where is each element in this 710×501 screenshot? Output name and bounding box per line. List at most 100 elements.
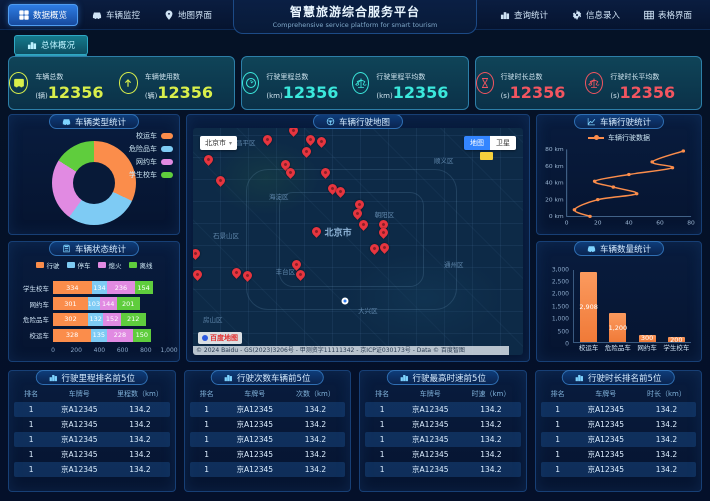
vehicle-map-pin[interactable] — [202, 152, 215, 166]
table-row[interactable]: 1 京A12345 134.2 — [189, 462, 345, 477]
map-mode-button[interactable]: 地图 — [464, 136, 490, 150]
vehicle-map-pin[interactable] — [260, 133, 274, 146]
bar-segment[interactable]: 334 — [53, 281, 92, 295]
bar-segment[interactable]: 144 — [99, 297, 117, 311]
nav-item-data-overview[interactable]: 数据概览 — [8, 3, 79, 26]
table-row[interactable]: 1 京A12345 134.2 — [541, 417, 697, 432]
vehicle-map-pin[interactable] — [287, 128, 301, 137]
bar-segment[interactable]: 212 — [120, 312, 146, 326]
panel-title-pill: 车辆状态统计 — [48, 241, 140, 256]
vehicle-map-pin[interactable] — [230, 266, 244, 279]
map-place-label: 海淀区 — [269, 193, 289, 202]
vehicle-map-pin[interactable] — [193, 268, 205, 282]
table-row[interactable]: 1 京A12345 134.2 — [14, 432, 170, 447]
legend-item[interactable]: 校运车 — [129, 131, 173, 141]
bar-segment[interactable]: 328 — [53, 328, 92, 342]
plate-cell: 京A12345 — [412, 420, 449, 429]
data-point[interactable] — [627, 172, 631, 177]
data-point[interactable] — [588, 214, 592, 219]
count-bar[interactable]: 2,908 校运车 — [579, 272, 598, 352]
table-row[interactable]: 1 京A12345 134.2 — [365, 432, 521, 447]
bar-segment[interactable]: 301 — [53, 297, 88, 311]
x-tick-label: 0 — [565, 221, 569, 227]
tab-overview[interactable]: 总体概况 — [14, 35, 89, 55]
vehicle-count-chart[interactable]: 0 500 1,000 1,500 2,000 2,500 3,000 2,908 校运车 1,2… — [545, 266, 693, 355]
map-attribution: © 2024 Baidu - GS(2023)3206号 - 甲测资字11111… — [193, 346, 509, 355]
nav-item-query-stats[interactable]: 查询统计 — [490, 5, 558, 25]
vehicle-map-pin[interactable] — [299, 145, 313, 159]
bar-segment[interactable]: 154 — [134, 281, 153, 295]
table-row[interactable]: 1 京A12345 134.2 — [541, 447, 697, 462]
table-row[interactable]: 1 京A12345 134.2 — [540, 432, 696, 447]
panel-title-pill: 行驶里程排名前5位 — [35, 370, 148, 385]
data-point[interactable] — [681, 149, 686, 153]
nav-item-info-entry[interactable]: 信息录入 — [562, 5, 630, 25]
data-point[interactable] — [572, 208, 577, 212]
data-point[interactable] — [592, 179, 597, 183]
table-row[interactable]: 1 京A12345 134.2 — [14, 462, 170, 477]
table-row[interactable]: 1 京A12345 134.2 — [365, 447, 521, 462]
legend-item[interactable]: 熄火 — [97, 260, 122, 270]
bar-segment[interactable]: 228 — [106, 328, 134, 342]
table-row[interactable]: 1 京A12345 134.2 — [365, 417, 521, 432]
vehicle-type-donut[interactable] — [52, 141, 136, 225]
table-row[interactable]: 1 京A12345 134.2 — [14, 447, 170, 462]
vehicle-map-pin[interactable] — [314, 135, 328, 149]
vehicle-status-chart[interactable]: 学生校车 334 134 236 154 网约车 301 103 144 201 危险品车 302 13… — [17, 280, 169, 343]
vehicle-map-pin[interactable] — [214, 174, 227, 188]
legend-item[interactable]: 离线 — [128, 260, 153, 270]
bar-track: 334 134 236 154 — [53, 281, 169, 295]
data-point[interactable] — [650, 160, 654, 164]
legend-item[interactable]: 危险品车 — [129, 144, 173, 154]
table-header: 排名 车牌号 时速（km） — [365, 387, 521, 402]
nav-item-vehicle-monitor[interactable]: 车辆监控 — [82, 5, 150, 25]
bar-segment[interactable]: 135 — [91, 328, 107, 342]
table-row[interactable]: 1 京A12345 134.2 — [189, 432, 345, 447]
data-point[interactable] — [670, 166, 675, 170]
bar-segment[interactable]: 152 — [103, 312, 121, 326]
line-legend[interactable]: 车辆行驶数据 — [537, 133, 701, 143]
bar-segment[interactable]: 302 — [53, 312, 89, 326]
vehicle-map-pin[interactable] — [193, 246, 203, 260]
table-row[interactable]: 1 京A12345 134.2 — [189, 402, 345, 417]
nav-item-map-view[interactable]: 地图界面 — [154, 5, 222, 25]
table-row[interactable]: 1 京A12345 134.2 — [190, 447, 346, 462]
data-point[interactable] — [634, 192, 639, 196]
count-bar[interactable]: 1,200 危险品车 — [605, 313, 631, 352]
table-row[interactable]: 1 京A12345 134.2 — [190, 417, 346, 432]
panel-title-pill: 车辆行驶统计 — [573, 114, 665, 129]
table-row[interactable]: 1 京A12345 134.2 — [14, 417, 170, 432]
rank-cell: 1 — [204, 435, 209, 444]
count-bar[interactable]: 200 学生校车 — [663, 336, 689, 352]
bar-segment[interactable]: 132 — [88, 312, 104, 326]
table-row[interactable]: 1 京A12345 134.2 — [365, 402, 521, 417]
traffic-toggle[interactable] — [480, 152, 493, 160]
legend-item[interactable]: 学生校车 — [129, 170, 173, 180]
table-row[interactable]: 1 京A12345 134.2 — [365, 462, 521, 477]
vehicle-map-pin[interactable] — [303, 133, 317, 146]
driving-line-chart[interactable]: 0 km 20 km 40 km 60 km 80 km 0 20 40 60 80 — [541, 143, 697, 230]
kpi-label: 行驶里程总数(km) — [266, 73, 309, 100]
satellite-mode-button[interactable]: 卫星 — [490, 136, 516, 150]
bar-segment[interactable]: 134 — [91, 281, 108, 295]
bar-segment[interactable]: 103 — [87, 297, 100, 311]
city-selector-dropdown[interactable]: 北京市 ▾ — [200, 136, 238, 150]
legend-item[interactable]: 停车 — [66, 260, 91, 270]
car-icon — [62, 117, 71, 126]
map-place-label: 北京市 — [324, 228, 352, 239]
data-point[interactable] — [595, 198, 600, 202]
data-point[interactable] — [611, 185, 616, 189]
line-series — [573, 150, 684, 218]
clipboard-icon — [62, 244, 71, 253]
nav-item-table-view[interactable]: 表格界面 — [634, 5, 702, 25]
map-canvas[interactable]: 昌平区 顺义区 海淀区 朝阳区 北京市 石景山区 丰台区 通州区 大兴区 房山区 北京市 ▾ 地图… — [193, 128, 523, 355]
bar-segment[interactable]: 150 — [133, 328, 151, 342]
table-row[interactable]: 1 京A12345 134.2 — [540, 402, 696, 417]
count-bar[interactable]: 300 网约车 — [637, 334, 657, 352]
legend-item[interactable]: 网约车 — [129, 157, 173, 167]
bar-segment[interactable]: 236 — [107, 281, 135, 295]
table-row[interactable]: 1 京A12345 134.2 — [14, 402, 170, 417]
bar-segment[interactable]: 201 — [116, 297, 140, 311]
table-row[interactable]: 1 京A12345 134.2 — [540, 462, 696, 477]
legend-item[interactable]: 行驶 — [35, 260, 60, 270]
